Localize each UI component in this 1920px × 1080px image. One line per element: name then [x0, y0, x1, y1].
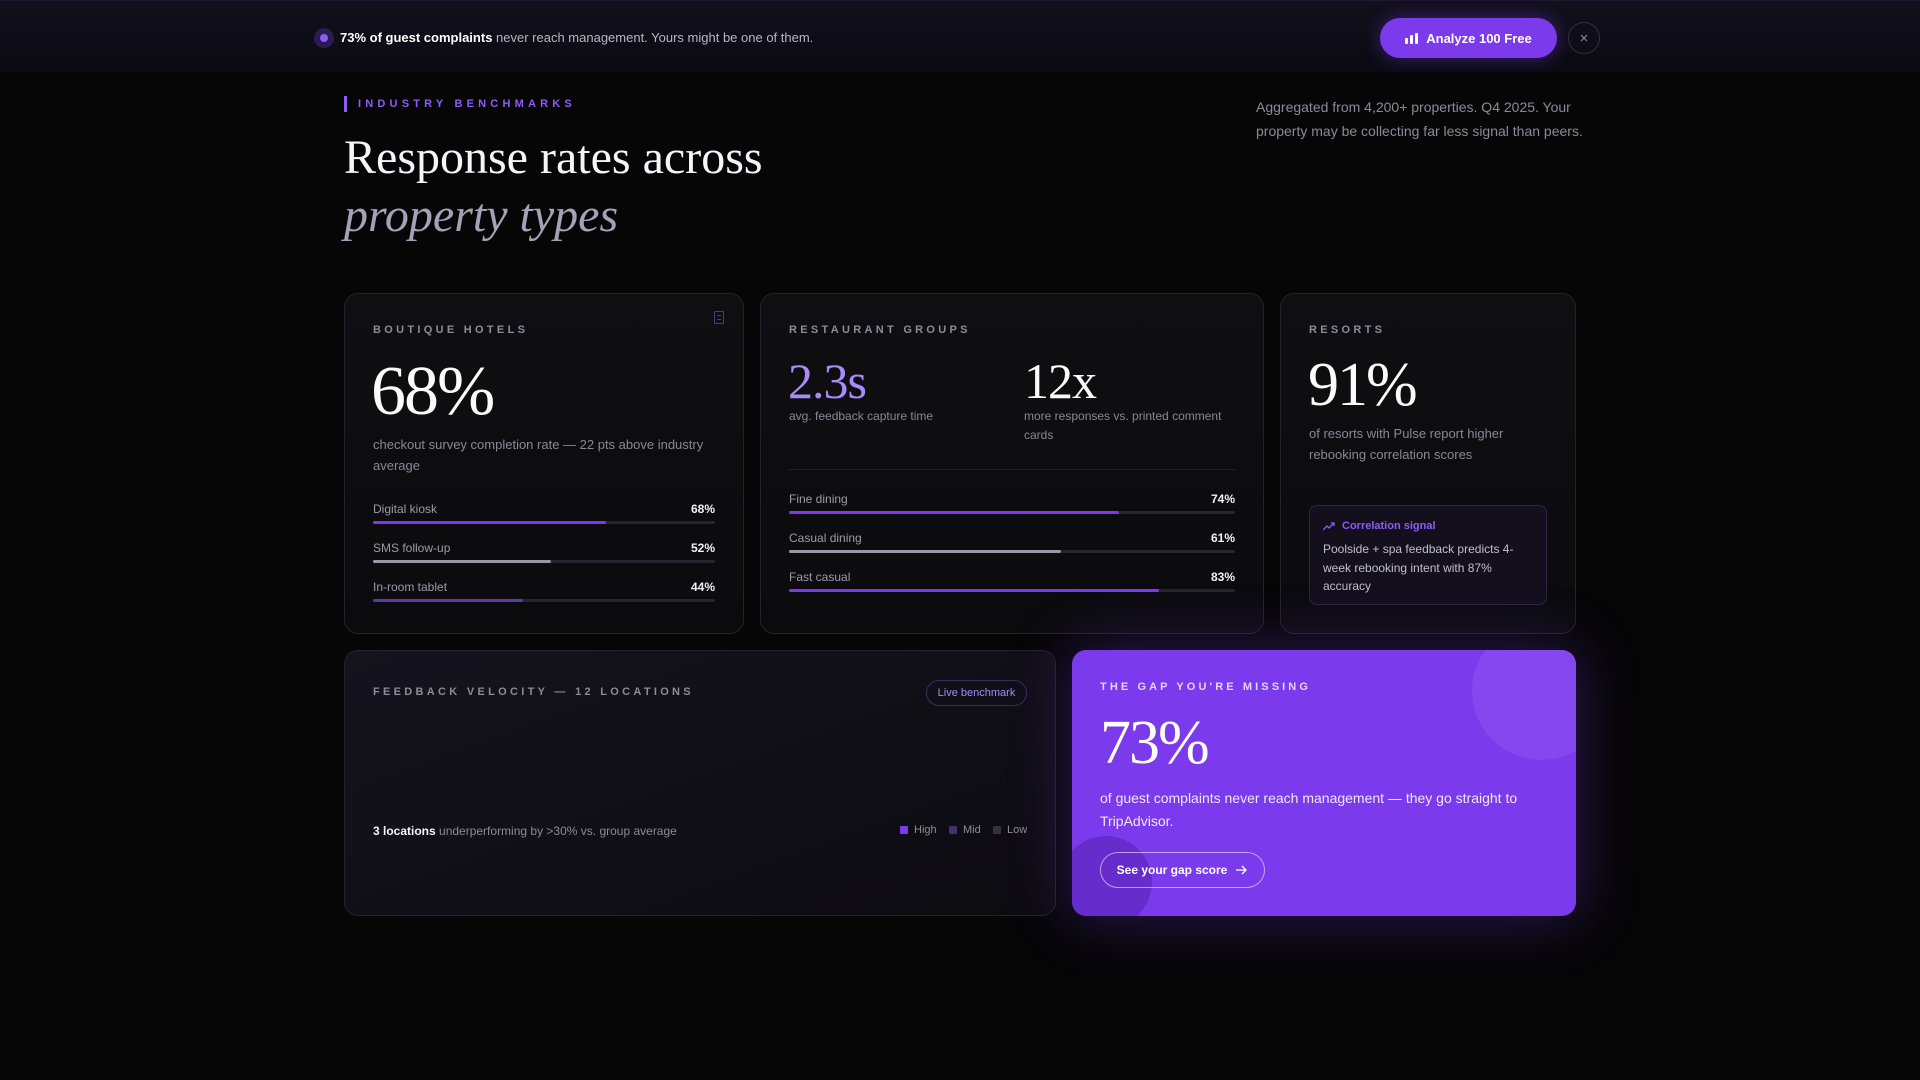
bar-fill	[789, 589, 1160, 592]
bar-fill	[373, 560, 551, 563]
legend-swatch-mid	[949, 826, 957, 834]
bar-value: 74%	[1210, 492, 1235, 506]
gap-stat: 73%	[1100, 709, 1210, 777]
live-benchmark-label: Live benchmark	[937, 687, 1016, 699]
gap-desc: of guest complaints never reach manageme…	[1100, 790, 1518, 829]
bar-label: Digital kiosk	[373, 502, 438, 516]
velocity-label: FEEDBACK VELOCITY — 12 LOCATIONS	[373, 686, 694, 698]
decorative-circle	[1472, 650, 1576, 760]
bar-track	[373, 521, 715, 524]
announcement-bar: 73% of guest complaints never reach mana…	[0, 0, 1920, 72]
bar-track	[373, 560, 715, 563]
announcement-highlight: 73% of guest complaints	[340, 30, 493, 45]
velocity-summary: 3 locations underperforming by >30% vs. …	[373, 824, 677, 838]
announcement-text: 73% of guest complaints never reach mana…	[340, 30, 813, 45]
bar-fill	[789, 511, 1120, 514]
velocity-summary-count: 3 locations	[373, 824, 436, 838]
legend-low: Low	[993, 824, 1027, 836]
bar-label: Fine dining	[789, 492, 848, 506]
bar-label: Casual dining	[789, 531, 862, 545]
capture-time-stat: 2.3s	[788, 353, 867, 409]
bar-value: 68%	[690, 502, 715, 516]
page-title-italic: property types	[344, 189, 619, 242]
bar-fill	[373, 521, 606, 524]
page-title: Response rates across	[344, 131, 763, 184]
bar-label: Fast casual	[789, 570, 851, 584]
bar-label: SMS follow-up	[373, 541, 451, 555]
bar-track	[373, 599, 715, 602]
bar-row: Digital kiosk 68%	[373, 502, 715, 530]
pulse-dot-icon	[314, 28, 334, 48]
legend-mid: Mid	[949, 824, 981, 836]
resorts-stat: 91%	[1308, 351, 1418, 419]
response-multiplier-stat: 12x	[1024, 353, 1097, 409]
boutique-label: BOUTIQUE HOTELS	[373, 324, 529, 336]
correlation-signal-box: Correlation signal Poolside + spa feedba…	[1309, 505, 1547, 605]
close-button[interactable]: ×	[1568, 22, 1600, 54]
bar-label: In-room tablet	[373, 580, 448, 594]
header-aside: Aggregated from 4,200+ properties. Q4 20…	[1256, 99, 1583, 139]
bar-track	[789, 550, 1235, 553]
bar-fill	[373, 599, 524, 602]
gap-label: THE GAP YOU'RE MISSING	[1100, 681, 1311, 693]
boutique-desc: checkout survey completion rate — 22 pts…	[373, 437, 704, 473]
bar-row: SMS follow-up 52%	[373, 541, 715, 569]
boutique-stat: 68%	[371, 353, 495, 430]
legend-swatch-low	[993, 826, 1001, 834]
legend-label: Mid	[963, 824, 981, 836]
announcement-body: never reach management. Yours might be o…	[492, 30, 814, 45]
legend-label: Low	[1007, 824, 1028, 836]
close-icon: ×	[1579, 29, 1589, 47]
correlation-signal-text: Poolside + spa feedback predicts 4-week …	[1323, 542, 1514, 593]
divider	[789, 469, 1235, 470]
bar-row: Fast casual 83%	[789, 570, 1235, 598]
bar-row: Casual dining 61%	[789, 531, 1235, 559]
bar-row: Fine dining 74%	[789, 492, 1235, 520]
see-gap-score-label: See your gap score	[1116, 863, 1228, 877]
legend-high: High	[900, 824, 937, 836]
restaurant-groups-card	[760, 293, 1264, 634]
bar-fill	[789, 550, 1062, 553]
legend-label: High	[914, 824, 937, 836]
correlation-signal-heading: Correlation signal	[1323, 520, 1436, 532]
analyze-free-button[interactable]: Analyze 100 Free	[1380, 18, 1557, 58]
analyze-free-label: Analyze 100 Free	[1426, 30, 1532, 46]
bar-value: 44%	[690, 580, 715, 594]
section-eyebrow: INDUSTRY BENCHMARKS	[344, 96, 576, 112]
correlation-signal-title: Correlation signal	[1342, 520, 1436, 532]
resorts-label: RESORTS	[1309, 324, 1386, 336]
arrow-right-icon	[1236, 865, 1248, 875]
bar-track	[789, 589, 1235, 592]
resorts-desc: of resorts with Pulse report higher rebo…	[1309, 426, 1504, 462]
bar-track	[789, 511, 1235, 514]
see-gap-score-button[interactable]: See your gap score	[1100, 852, 1265, 888]
capture-time-desc: avg. feedback capture time	[789, 409, 934, 423]
bar-value: 83%	[1210, 570, 1235, 584]
bar-row: In-room tablet 44%	[373, 580, 715, 608]
trend-up-icon	[1323, 521, 1335, 530]
legend-swatch-high	[900, 826, 908, 834]
document-icon	[714, 311, 724, 324]
response-multiplier-desc: more responses vs. printed comment cards	[1024, 409, 1222, 442]
velocity-summary-text: underperforming by >30% vs. group averag…	[435, 824, 677, 838]
restaurants-label: RESTAURANT GROUPS	[789, 324, 971, 336]
boutique-hotels-card	[344, 293, 744, 634]
bar-chart-icon	[1405, 32, 1419, 44]
live-benchmark-badge[interactable]: Live benchmark	[926, 680, 1027, 706]
bar-value: 61%	[1210, 531, 1235, 545]
gap-card: THE GAP YOU'RE MISSING 73% of guest comp…	[1072, 650, 1576, 916]
bar-value: 52%	[690, 541, 715, 555]
